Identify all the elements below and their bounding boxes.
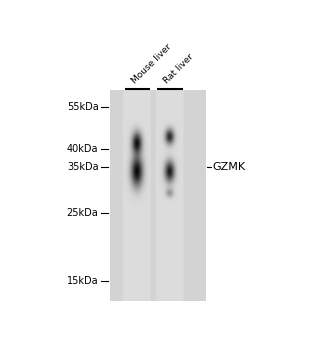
Text: 15kDa: 15kDa — [67, 276, 99, 286]
Text: Mouse liver: Mouse liver — [130, 42, 173, 85]
Text: Rat liver: Rat liver — [162, 52, 196, 85]
Text: 25kDa: 25kDa — [67, 208, 99, 218]
Text: GZMK: GZMK — [212, 162, 245, 173]
Text: 35kDa: 35kDa — [67, 162, 99, 173]
Text: 55kDa: 55kDa — [67, 102, 99, 112]
Text: 40kDa: 40kDa — [67, 145, 99, 154]
